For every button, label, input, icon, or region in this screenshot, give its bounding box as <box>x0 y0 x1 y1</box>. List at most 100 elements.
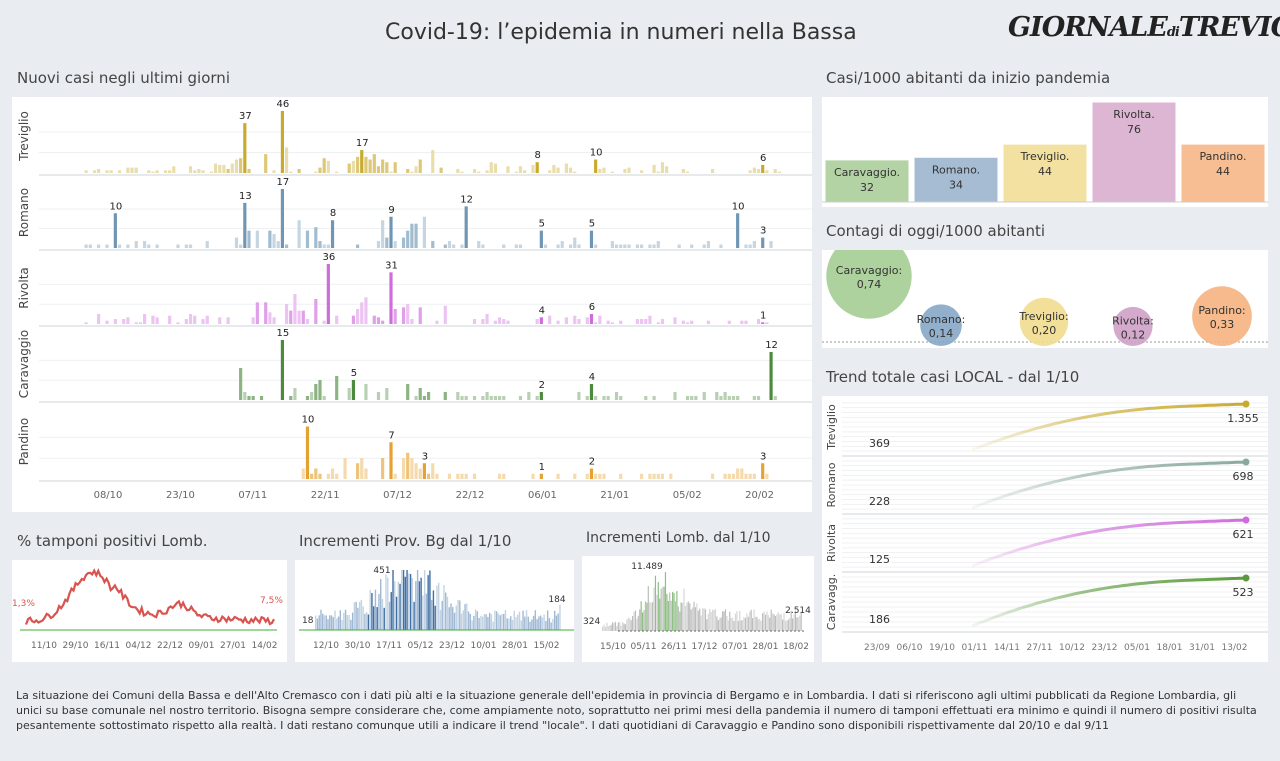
bar <box>603 624 605 631</box>
bar-value-label: 6 <box>760 153 766 164</box>
bar <box>612 622 614 631</box>
bar <box>616 625 618 631</box>
bar <box>376 166 381 173</box>
bar <box>280 340 284 400</box>
bar <box>406 304 410 324</box>
bar <box>88 244 92 248</box>
bar <box>371 593 373 630</box>
bar <box>665 166 669 173</box>
bar <box>594 473 598 479</box>
x-tick-label: 23/10 <box>166 490 195 501</box>
bar <box>790 610 792 631</box>
today-chart: Caravaggio:0,74 Romano:0,14 Treviglio:0,20… <box>822 233 1268 346</box>
bar-value-label: 15 <box>277 328 290 339</box>
bar <box>247 230 251 248</box>
bar <box>427 575 429 630</box>
bar <box>620 625 622 631</box>
bar <box>532 615 535 630</box>
bar-value-label: 3 <box>422 451 428 462</box>
bar <box>573 315 577 324</box>
bar <box>622 622 624 631</box>
bar <box>606 622 608 631</box>
bar <box>314 384 318 400</box>
bar <box>569 167 573 173</box>
bar <box>635 319 639 324</box>
bar <box>719 244 723 248</box>
bar-value-label: 10 <box>590 148 603 159</box>
bubble-category-label: Caravaggio: <box>836 264 902 277</box>
bar-value-label: 2 <box>539 380 545 391</box>
bar <box>761 322 765 324</box>
trend-start-label: 125 <box>869 553 890 566</box>
bar <box>243 202 247 248</box>
bar <box>322 158 326 173</box>
bar-value-label: 36 <box>322 252 335 263</box>
bar <box>466 603 468 630</box>
bar <box>694 396 698 400</box>
bar <box>414 396 418 400</box>
bar <box>322 320 326 324</box>
bar <box>443 244 447 248</box>
bar <box>360 458 364 479</box>
bar <box>765 170 769 173</box>
bar <box>794 610 797 631</box>
bar <box>289 310 293 324</box>
row-label-romano: Romano <box>825 462 838 507</box>
bar <box>726 616 728 631</box>
bar <box>472 168 477 173</box>
bar <box>796 617 798 631</box>
bar <box>481 319 485 324</box>
bar <box>459 600 461 630</box>
end-value-label: 184 <box>548 595 565 605</box>
bar-value-label: 12 <box>460 194 473 205</box>
bar <box>305 396 310 400</box>
bar <box>732 617 734 631</box>
bar <box>460 613 463 630</box>
bar <box>151 315 155 324</box>
bar <box>643 610 645 631</box>
peak-value-label: 11.489 <box>631 562 663 572</box>
bar <box>450 603 452 630</box>
peak-value-label: 451 <box>373 566 390 576</box>
bar <box>397 581 399 630</box>
x-tick-label: 27/01 <box>220 641 246 651</box>
bg-increments-title: Incrementi Prov. Bg dal 1/10 <box>299 532 512 550</box>
bar-value-label: 6 <box>589 302 595 313</box>
bar <box>527 392 531 400</box>
bar <box>715 392 719 400</box>
bar <box>539 317 543 324</box>
bar <box>193 170 197 173</box>
bar <box>539 615 542 630</box>
bar <box>654 575 657 631</box>
bar <box>557 613 559 630</box>
bar <box>752 473 756 479</box>
bar <box>756 396 761 400</box>
bar <box>493 320 497 324</box>
bar <box>381 220 385 248</box>
bubble-value-label: 0,12 <box>1121 328 1146 341</box>
bar <box>332 617 334 630</box>
trend-start-label: 186 <box>869 613 890 626</box>
bar <box>435 473 439 479</box>
today-title: Contagi di oggi/1000 abitanti <box>826 222 1046 240</box>
bar <box>406 384 410 400</box>
bar <box>344 609 347 630</box>
bar <box>456 392 460 400</box>
bar <box>700 615 702 631</box>
bar <box>656 322 660 324</box>
x-tick-label: 12/10 <box>313 641 339 651</box>
bar <box>690 244 694 248</box>
bar <box>409 574 412 630</box>
bar <box>706 320 710 324</box>
bar <box>673 593 675 631</box>
bar <box>316 618 319 630</box>
bar <box>640 473 644 479</box>
bar <box>773 168 777 173</box>
bar <box>176 322 180 324</box>
x-tick-label: 31/01 <box>1189 643 1215 653</box>
bar <box>268 312 272 324</box>
bar <box>727 620 729 631</box>
x-tick-label: 14/02 <box>252 641 278 651</box>
bar <box>614 621 617 631</box>
bar <box>535 162 539 173</box>
